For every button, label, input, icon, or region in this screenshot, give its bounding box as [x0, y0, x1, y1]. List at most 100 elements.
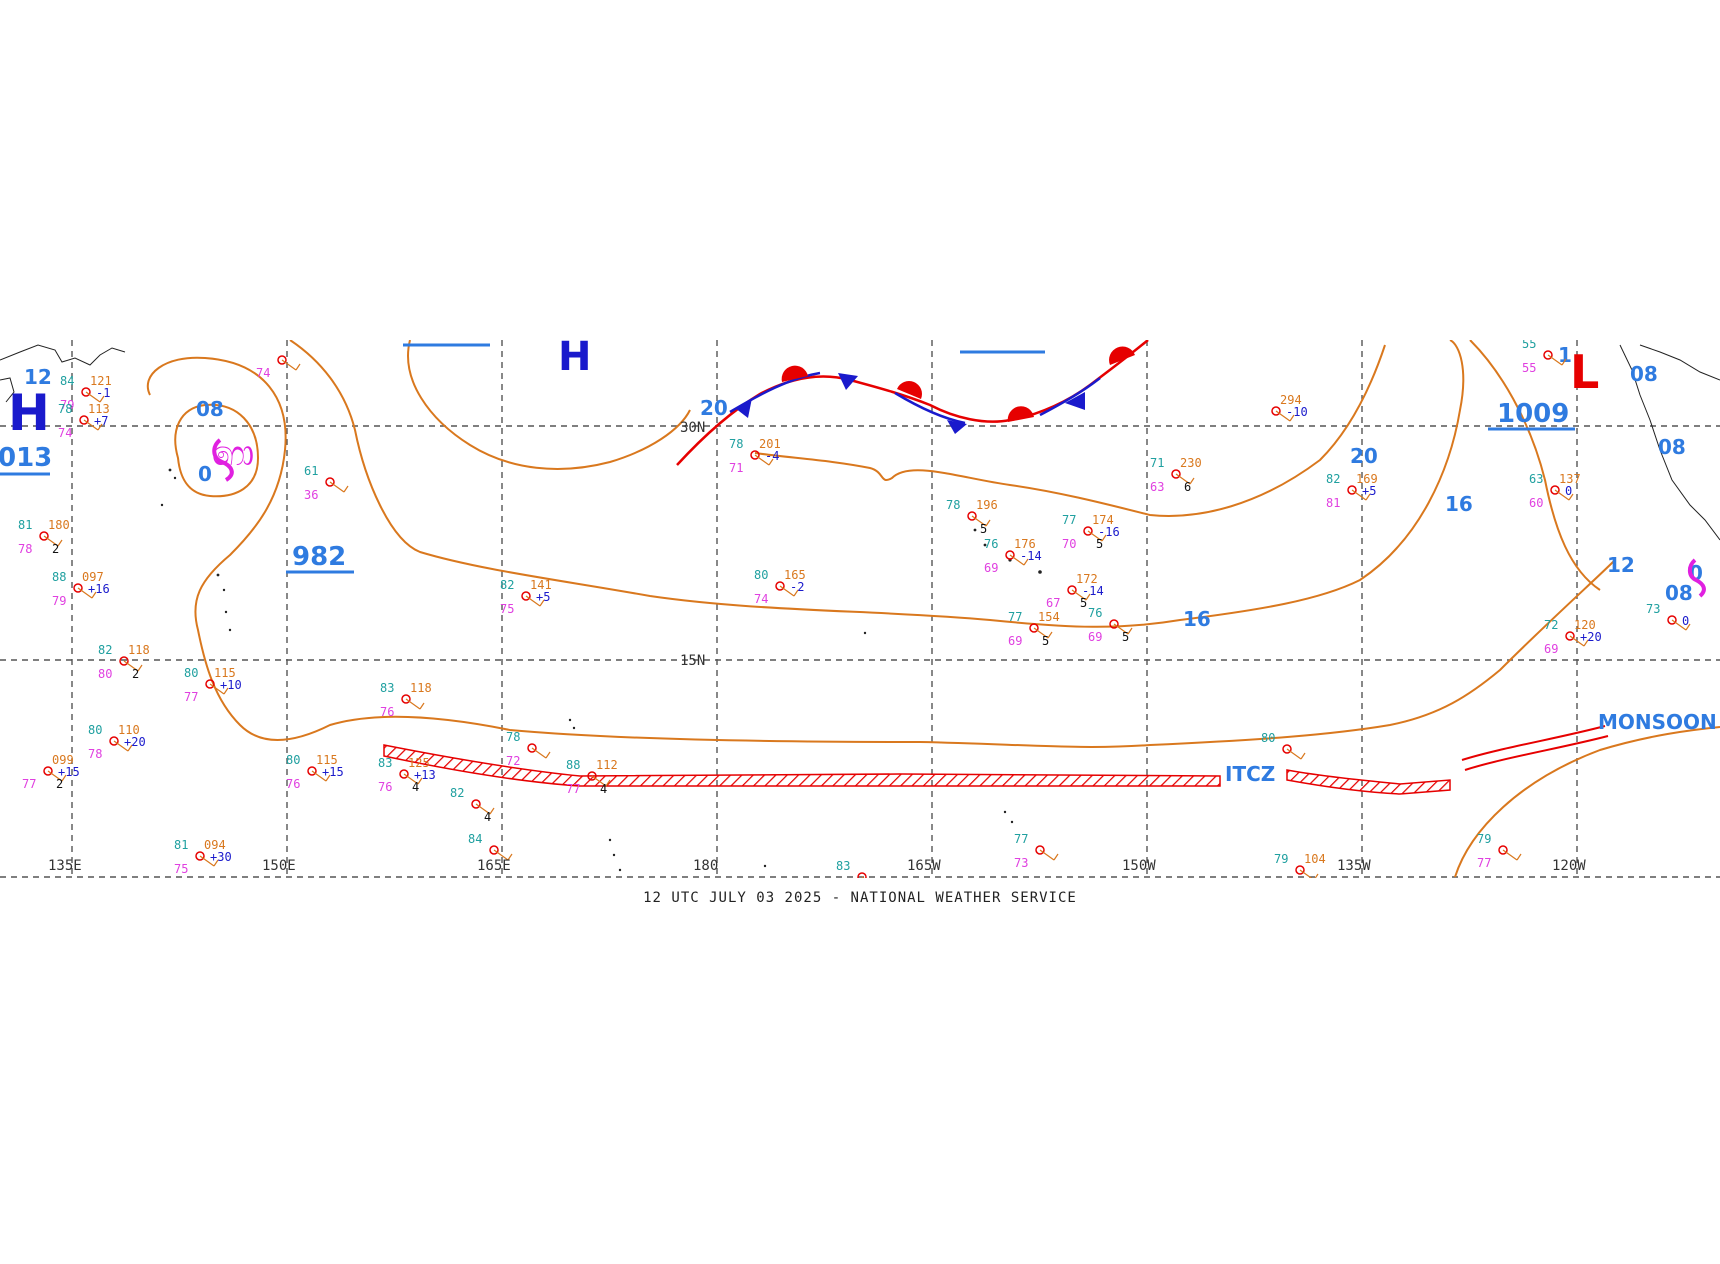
- isobar-label: 12: [1607, 553, 1635, 577]
- station-pressure-tendency: +10: [220, 678, 242, 692]
- wind-barb-icon: [1286, 748, 1306, 760]
- station-dewpoint: 79: [60, 398, 74, 412]
- station-dewpoint: 69: [1008, 634, 1022, 648]
- wind-barb-icon: [85, 391, 105, 403]
- station-temperature: 72: [1544, 618, 1558, 632]
- wind-barb-icon: [1113, 623, 1133, 635]
- station-temperature: 55: [1522, 337, 1536, 351]
- wind-barb-icon: [311, 770, 331, 782]
- station-pressure-tendency: 0: [1565, 484, 1572, 498]
- station-pressure-tendency: +20: [1580, 630, 1602, 644]
- lat-lon-grid: [0, 340, 1720, 878]
- station-circle-icon: [73, 583, 83, 593]
- longitude-label: 150W: [1122, 858, 1156, 874]
- wind-barb-icon: [83, 419, 103, 431]
- station-pressure: 110: [118, 723, 140, 737]
- station-visibility: 2: [52, 542, 59, 556]
- wind-barb-icon: [113, 740, 133, 752]
- wind-barb-icon: [531, 747, 551, 759]
- station-circle-icon: [325, 477, 335, 487]
- station-temperature: 77: [1014, 832, 1028, 846]
- high-center-west: H: [8, 384, 50, 442]
- isobar-label: 08: [1630, 362, 1658, 386]
- station-temperature: 88: [52, 570, 66, 584]
- station-circle-icon: [1550, 485, 1560, 495]
- station-circle-icon: [775, 581, 785, 591]
- station-temperature: 84: [468, 832, 482, 846]
- station-dewpoint: 77: [566, 782, 580, 796]
- wind-barb-icon: [861, 876, 865, 878]
- station-pressure-tendency: -14: [1020, 549, 1042, 563]
- station-circle-icon: [1271, 406, 1281, 416]
- station-dewpoint: 76: [378, 780, 392, 794]
- wind-barb-icon: [971, 515, 991, 527]
- hurricane-icon: [1687, 558, 1706, 598]
- latitude-label: 15N: [680, 653, 705, 669]
- wind-barb-icon: [1554, 489, 1574, 501]
- station-dewpoint: 79: [52, 594, 66, 608]
- station-pressure: 169: [1356, 472, 1378, 486]
- station-pressure: 125: [408, 756, 430, 770]
- isobars: [147, 340, 1720, 878]
- low-center-west-value: 982: [292, 542, 346, 572]
- wind-barb-icon: [329, 481, 349, 493]
- wind-barb-icon: [43, 535, 63, 547]
- station-dewpoint: 71: [729, 461, 743, 475]
- wind-barb-icon: [1275, 410, 1295, 422]
- station-visibility: 5: [1096, 537, 1103, 551]
- station-dewpoint: 75: [174, 862, 188, 876]
- latitude-labels: 30N 15N: [680, 420, 705, 669]
- longitude-label: 135E: [48, 858, 82, 874]
- station-circle-icon: [1347, 485, 1357, 495]
- isobar-label: 20: [700, 396, 728, 420]
- station-temperature: 78: [506, 730, 520, 744]
- station-visibility: 5: [1042, 634, 1049, 648]
- station-temperature: 79: [1477, 832, 1491, 846]
- station-dewpoint: 63: [1150, 480, 1164, 494]
- station-dewpoint: 74: [58, 426, 72, 440]
- station-pressure-tendency: +15: [322, 765, 344, 779]
- station-pressure-tendency: +13: [414, 768, 436, 782]
- wind-barb-icon: [281, 359, 301, 371]
- isobar-label: 12: [24, 365, 52, 389]
- longitude-label: 150E: [262, 858, 296, 874]
- station-pressure: 115: [316, 753, 338, 767]
- low-center-east-value: 1009: [1497, 399, 1569, 429]
- station-dewpoint: 69: [1544, 642, 1558, 656]
- station-temperature: 82: [500, 578, 514, 592]
- longitude-labels: 135E 150E 165E 180 165W 150W 135W 120W: [48, 858, 1586, 874]
- station-circle-icon: [1543, 350, 1553, 360]
- station-pressure-tendency: +5: [1362, 484, 1376, 498]
- station-visibility: 4: [600, 782, 607, 796]
- station-pressure: 113: [88, 402, 110, 416]
- station-temperature: 83: [378, 756, 392, 770]
- isobar-label: 08: [1665, 581, 1693, 605]
- station-circle-icon: [521, 591, 531, 601]
- station-pressure-tendency: -4: [765, 449, 779, 463]
- station-circle-icon: [1109, 619, 1119, 629]
- isobar-label: 16: [1445, 492, 1473, 516]
- station-visibility: 5: [1122, 630, 1129, 644]
- high-center-north: H: [558, 334, 591, 380]
- station-pressure-tendency: +15: [58, 765, 80, 779]
- monsoon-trough-label: MONSOON T: [1598, 710, 1720, 734]
- longitude-label: 165W: [907, 858, 941, 874]
- station-dewpoint: 60: [1529, 496, 1543, 510]
- station-circle-icon: [1295, 865, 1305, 875]
- station-pressure: 094: [204, 838, 226, 852]
- itcz-label: ITCZ: [1225, 762, 1275, 786]
- footer-caption: 12 UTC JULY 03 2025 - NATIONAL WEATHER S…: [643, 890, 1077, 906]
- station-temperature: 80: [88, 723, 102, 737]
- station-visibility: 4: [484, 810, 491, 824]
- isobar-labels: 12 08 0 20 20 16 16 12 08 08 08 0 1: [24, 343, 1703, 631]
- longitude-label: 165E: [477, 858, 511, 874]
- station-pressure: 154: [1038, 610, 1060, 624]
- station-pressure: 099: [52, 753, 74, 767]
- wind-barb-icon: [1351, 489, 1371, 501]
- station-dewpoint: 75: [500, 602, 514, 616]
- station-pressure-tendency: -14: [1082, 584, 1104, 598]
- station-pressure-tendency: -2: [790, 580, 804, 594]
- station-circle-icon: [471, 799, 481, 809]
